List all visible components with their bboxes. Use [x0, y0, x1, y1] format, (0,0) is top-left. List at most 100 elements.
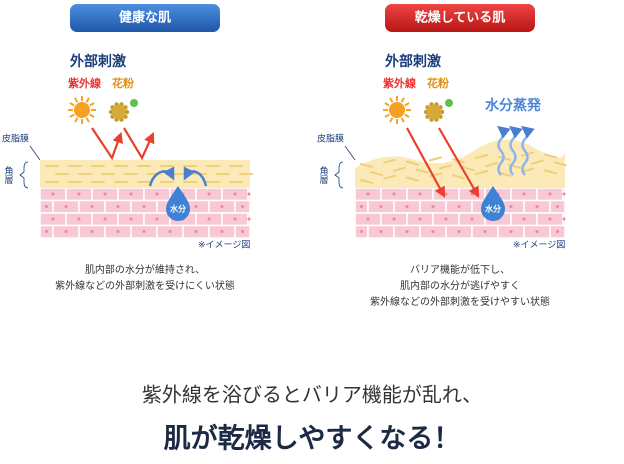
stratum-cell — [370, 171, 383, 176]
stratum-bracket — [19, 161, 29, 189]
cell-dot — [366, 192, 370, 196]
cell-dot — [155, 217, 159, 221]
footer-line2: 肌が乾燥しやすくなる！ — [164, 423, 461, 455]
cell-dot — [392, 217, 396, 221]
stratum-bracket — [334, 161, 344, 189]
stratum-cell — [360, 179, 373, 184]
sun-ray — [384, 102, 390, 107]
cell-dot — [220, 230, 224, 233]
cell-dot — [562, 217, 566, 221]
sun-ray — [89, 113, 95, 118]
cell-dot — [556, 205, 559, 208]
cell-dot — [548, 217, 552, 221]
cell-dot — [103, 217, 107, 221]
stratum-label: 角層 — [3, 165, 14, 185]
sun-ray — [404, 113, 410, 118]
stratum-cell — [475, 154, 488, 159]
cell-dot — [418, 217, 422, 221]
sun — [389, 102, 405, 118]
pollen — [427, 105, 441, 119]
badge: 乾燥している肌 — [415, 10, 506, 26]
cell-dot — [509, 205, 513, 208]
sun-ray — [74, 97, 79, 103]
stratum-cell — [360, 163, 373, 168]
stratum-cell — [554, 161, 567, 167]
uv-label: 紫外線 — [68, 76, 101, 90]
cell-dot — [548, 192, 552, 196]
cell-dot — [241, 205, 244, 208]
cell-dot — [247, 217, 251, 221]
cell-dot — [142, 205, 146, 208]
water-label: 水分 — [169, 204, 186, 214]
sun-ray — [389, 117, 394, 123]
cell-dot — [129, 192, 133, 196]
cell-dot — [241, 230, 244, 233]
sun-ray — [89, 102, 95, 107]
cell-dot — [522, 217, 526, 221]
cell-dot — [418, 192, 422, 196]
caption-line: バリア機能が低下し、 — [410, 263, 510, 276]
cell-dot — [366, 217, 370, 221]
cell-dot — [247, 192, 251, 196]
cell-dot — [360, 205, 363, 208]
sebum-label: 皮脂膜 — [2, 133, 29, 145]
badge-bg — [385, 4, 535, 32]
stratum-cell — [531, 159, 544, 165]
stratum-cell — [462, 166, 475, 172]
stratum-cell — [452, 174, 465, 180]
cell-dot — [45, 230, 48, 233]
cell-dot — [535, 205, 539, 208]
footer-line1: 紫外線を浴びるとバリア機能が乱れ、 — [142, 383, 482, 407]
cell-dot — [51, 217, 55, 221]
evaporation-arrow — [521, 125, 535, 176]
stratum-cell — [429, 172, 442, 178]
sun-ray — [400, 97, 405, 103]
badge: 健康な肌 — [119, 10, 171, 26]
sun-ray — [69, 113, 75, 118]
caption-line: 肌内部の水分が逃げやすく — [400, 279, 520, 292]
pollen-green — [445, 99, 453, 107]
cell-dot — [431, 205, 435, 208]
cell-dot — [360, 230, 363, 233]
cell-dot — [168, 230, 172, 233]
evaporation-arrow — [509, 125, 523, 176]
cell-dot — [509, 230, 513, 233]
note: ※イメージ図 — [198, 240, 250, 251]
sun-ray — [400, 117, 405, 123]
cell-dot — [90, 230, 94, 233]
cell-dot — [64, 230, 68, 233]
stratum-cell — [416, 168, 429, 174]
water-drop — [481, 186, 505, 221]
cell-dot — [155, 192, 159, 196]
sun — [74, 102, 90, 118]
pollen — [112, 105, 126, 119]
cell-dot — [207, 217, 211, 221]
cell-dot — [64, 205, 68, 208]
stimulus: 外部刺激 — [385, 53, 441, 70]
uv-arrow — [406, 127, 446, 198]
cell-dot — [470, 192, 474, 196]
stratum-cell — [406, 176, 419, 182]
cell-dot — [142, 230, 146, 233]
cell-dot — [90, 205, 94, 208]
cell-dot — [129, 217, 133, 221]
sun-ray — [384, 113, 390, 118]
pollen-label: 花粉 — [112, 76, 134, 90]
cell-dot — [562, 192, 566, 196]
cell-dot — [194, 205, 198, 208]
pollen-green — [130, 99, 138, 107]
water-arrow — [148, 166, 175, 187]
cell-dot — [51, 192, 55, 196]
badge-bg — [70, 4, 220, 32]
caption-line: 肌内部の水分が維持され、 — [85, 263, 205, 276]
pollen-label: 花粉 — [427, 76, 449, 90]
cell-dot — [45, 205, 48, 208]
cell-dot — [535, 230, 539, 233]
stratum-cell — [485, 162, 498, 167]
cell-dot — [405, 230, 409, 233]
uv-arrow — [438, 127, 480, 198]
cell-dot — [207, 192, 211, 196]
